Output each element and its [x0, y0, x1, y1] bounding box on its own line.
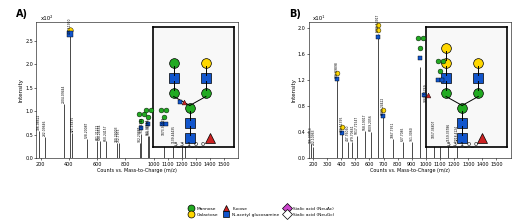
Text: 9068.15769: 9068.15769: [424, 83, 428, 102]
Text: 740.29003: 740.29003: [115, 126, 119, 142]
Text: 186.08622: 186.08622: [37, 114, 41, 130]
Text: 966.38479: 966.38479: [147, 118, 151, 135]
Text: 906.09898: 906.09898: [334, 61, 339, 78]
Text: 447.76060: 447.76060: [346, 124, 350, 141]
Text: 7867.7951: 7867.7951: [391, 121, 395, 138]
X-axis label: Counts vs. Mass-to-Charge (m/z): Counts vs. Mass-to-Charge (m/z): [370, 168, 450, 173]
X-axis label: Counts vs. Mass-to-Charge (m/z): Counts vs. Mass-to-Charge (m/z): [97, 168, 177, 173]
Text: 961.3060: 961.3060: [410, 126, 414, 141]
Text: 2004.09444: 2004.09444: [62, 85, 66, 103]
Text: 406.11395: 406.11395: [340, 116, 344, 132]
Legend: Mannose, Galactose, Fucose, N-acetyl glucosamine, Sialic acid (NeuAc), Sialic ac: Mannose, Galactose, Fucose, N-acetyl glu…: [185, 205, 336, 218]
Text: 637.7085: 637.7085: [401, 126, 405, 141]
Text: 1159.33786: 1159.33786: [446, 123, 451, 141]
Text: 479.70661: 479.70661: [351, 124, 354, 141]
Text: 5017.71547: 5017.71547: [354, 116, 358, 134]
Text: 232.09646: 232.09646: [43, 120, 47, 136]
Text: B): B): [289, 9, 301, 19]
Text: x10²: x10²: [41, 16, 53, 21]
Text: 568.19017: 568.19017: [363, 113, 367, 130]
Text: 902.29887: 902.29887: [138, 126, 142, 142]
Text: 752.7975: 752.7975: [117, 128, 121, 142]
Text: 913.34948: 913.34948: [139, 117, 143, 133]
Text: 202.10963: 202.10963: [312, 129, 315, 145]
Text: A): A): [16, 9, 28, 19]
Text: 961.37734: 961.37734: [146, 119, 150, 135]
Text: 1057.36807: 1057.36807: [432, 119, 436, 138]
Text: 1073.30749: 1073.30749: [162, 117, 166, 135]
Text: 5206.13917: 5206.13917: [376, 14, 380, 32]
Text: 186.09553: 186.09553: [309, 126, 313, 143]
Text: 660.24157: 660.24157: [104, 124, 108, 141]
Text: 1139.44435: 1139.44435: [171, 125, 175, 143]
Text: 698.24664: 698.24664: [98, 123, 102, 139]
Text: 528.20087: 528.20087: [85, 121, 89, 138]
Text: 425.16435: 425.16435: [70, 115, 75, 132]
Y-axis label: Intensity: Intensity: [19, 78, 24, 102]
Text: x10¹: x10¹: [313, 16, 325, 21]
Y-axis label: Intensity: Intensity: [291, 78, 296, 102]
Text: 6009.2056: 6009.2056: [369, 114, 373, 131]
Text: 1218.4124: 1218.4124: [455, 125, 459, 141]
Text: 601.21222: 601.21222: [95, 123, 100, 139]
Text: 6080.24422: 6080.24422: [381, 97, 385, 115]
Text: 406.11910: 406.11910: [68, 18, 72, 34]
